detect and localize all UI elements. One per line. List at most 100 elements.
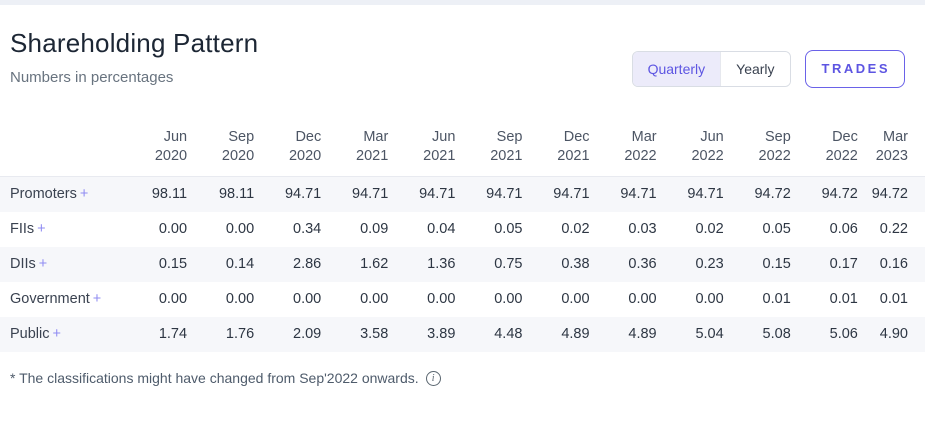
row-expander-promoters[interactable]: Promoters + [10, 186, 89, 202]
expand-plus-icon[interactable]: + [52, 326, 61, 342]
cell: 0.36 [628, 256, 657, 272]
cell: 0.23 [695, 256, 724, 272]
cell: 4.48 [494, 326, 523, 342]
table-row-diis: DIIs + 0.15 0.14 2.86 1.62 1.36 0.75 0.38… [0, 247, 925, 282]
cell: 0.14 [225, 256, 255, 272]
cell: 0.02 [561, 221, 590, 237]
column-header: Dec 2020 [254, 102, 322, 177]
cell: 94.71 [486, 186, 523, 202]
page-title: Shareholding Pattern [10, 28, 259, 58]
cell: 0.22 [879, 221, 908, 237]
column-header: Jun 2020 [120, 102, 188, 177]
cell: 0.03 [628, 221, 657, 237]
cell: 0.00 [695, 291, 724, 307]
cell: 0.00 [494, 291, 523, 307]
cell: 94.71 [687, 186, 724, 202]
cell: 94.72 [871, 186, 908, 202]
cell: 1.74 [158, 326, 188, 342]
column-header: Dec 2021 [522, 102, 590, 177]
row-label-header [0, 102, 120, 177]
cell: 94.71 [620, 186, 657, 202]
cell: 0.15 [158, 256, 188, 272]
cell: 0.09 [360, 221, 389, 237]
cell: 1.62 [360, 256, 389, 272]
cell: 0.05 [494, 221, 523, 237]
column-header: Dec 2022 [790, 102, 858, 177]
expand-plus-icon[interactable]: + [37, 221, 46, 237]
expand-plus-icon[interactable]: + [92, 291, 102, 307]
cell: 94.72 [754, 186, 791, 202]
column-header: Sep 2022 [723, 102, 791, 177]
column-header: Mar 2022 [589, 102, 657, 177]
panel-header: Shareholding Pattern Numbers in percenta… [0, 5, 925, 88]
cell: 5.06 [829, 326, 858, 342]
cell: 94.71 [352, 186, 389, 202]
cell: 0.00 [628, 291, 657, 307]
cell: 0.05 [762, 221, 791, 237]
cell: 0.34 [293, 221, 322, 237]
column-header: Jun 2022 [656, 102, 724, 177]
cell: 0.00 [360, 291, 389, 307]
cell: 1.36 [427, 256, 456, 272]
column-header: Sep 2020 [187, 102, 255, 177]
cell: 0.00 [427, 291, 456, 307]
cell: 2.86 [293, 256, 322, 272]
page-subtitle: Numbers in percentages [10, 69, 174, 86]
top-strip [0, 0, 925, 5]
info-icon[interactable]: i [425, 370, 441, 386]
table-row-government: Government + 0.00 0.00 0.00 0.00 0.00 0.0… [0, 282, 925, 317]
cell: 0.00 [225, 291, 255, 307]
cell: 0.16 [879, 256, 908, 272]
table-row-public: Public + 1.74 1.76 2.09 3.58 3.89 4.48 4.… [0, 317, 925, 352]
cell: 5.08 [762, 326, 791, 342]
cell: 5.04 [695, 326, 724, 342]
cell: 0.00 [225, 221, 255, 237]
cell: 94.72 [821, 186, 858, 202]
cell: 0.75 [494, 256, 523, 272]
cell: 0.04 [427, 221, 456, 237]
cell: 0.00 [158, 291, 188, 307]
cell: 3.58 [360, 326, 389, 342]
cell: 94.71 [284, 186, 322, 202]
cell: 0.01 [762, 291, 791, 307]
column-header: Mar 2023 [857, 102, 925, 177]
cell: 0.38 [561, 256, 590, 272]
title-block: Shareholding Pattern Numbers in percenta… [10, 28, 258, 86]
cell: 0.00 [293, 291, 322, 307]
row-expander-public[interactable]: Public + [10, 326, 61, 342]
cell: 3.89 [427, 326, 456, 342]
row-expander-fiis[interactable]: FIIs + [10, 221, 46, 237]
period-toggle: Quarterly Yearly [631, 51, 791, 87]
cell: 4.89 [561, 326, 590, 342]
toggle-yearly[interactable]: Yearly [720, 52, 790, 86]
expand-plus-icon[interactable]: + [38, 256, 48, 272]
footnote: * The classifications might have changed… [0, 370, 925, 386]
cell: 0.00 [158, 221, 188, 237]
row-expander-government[interactable]: Government + [10, 291, 102, 307]
cell: 98.11 [151, 186, 188, 202]
table-row-fiis: FIIs + 0.00 0.00 0.34 0.09 0.04 0.05 0.02… [0, 212, 925, 247]
table-row-promoters: Promoters + 98.11 98.11 94.71 94.71 94.71… [0, 176, 925, 212]
cell: 98.11 [218, 186, 255, 202]
row-expander-diis[interactable]: DIIs + [10, 256, 48, 272]
cell: 94.71 [553, 186, 590, 202]
column-header: Jun 2021 [388, 102, 456, 177]
cell: 0.17 [829, 256, 858, 272]
cell: 94.71 [419, 186, 456, 202]
expand-plus-icon[interactable]: + [79, 186, 89, 202]
shareholding-table: Jun 2020 Sep 2020 Dec 2020 Mar 2021 Jun 2021 … [0, 102, 925, 352]
cell: 4.90 [879, 326, 908, 342]
cell: 0.15 [762, 256, 791, 272]
cell: 0.02 [695, 221, 724, 237]
header-controls: Quarterly Yearly TRADES [631, 50, 905, 88]
table-header-row: Jun 2020 Sep 2020 Dec 2020 Mar 2021 Jun 2021 … [0, 102, 925, 177]
cell: 4.89 [628, 326, 657, 342]
cell: 0.06 [829, 221, 858, 237]
cell: 1.76 [225, 326, 255, 342]
cell: 0.01 [829, 291, 858, 307]
column-header: Sep 2021 [455, 102, 523, 177]
column-header: Mar 2021 [321, 102, 389, 177]
toggle-quarterly[interactable]: Quarterly [632, 52, 721, 86]
trades-button[interactable]: TRADES [804, 50, 905, 88]
cell: 2.09 [293, 326, 322, 342]
